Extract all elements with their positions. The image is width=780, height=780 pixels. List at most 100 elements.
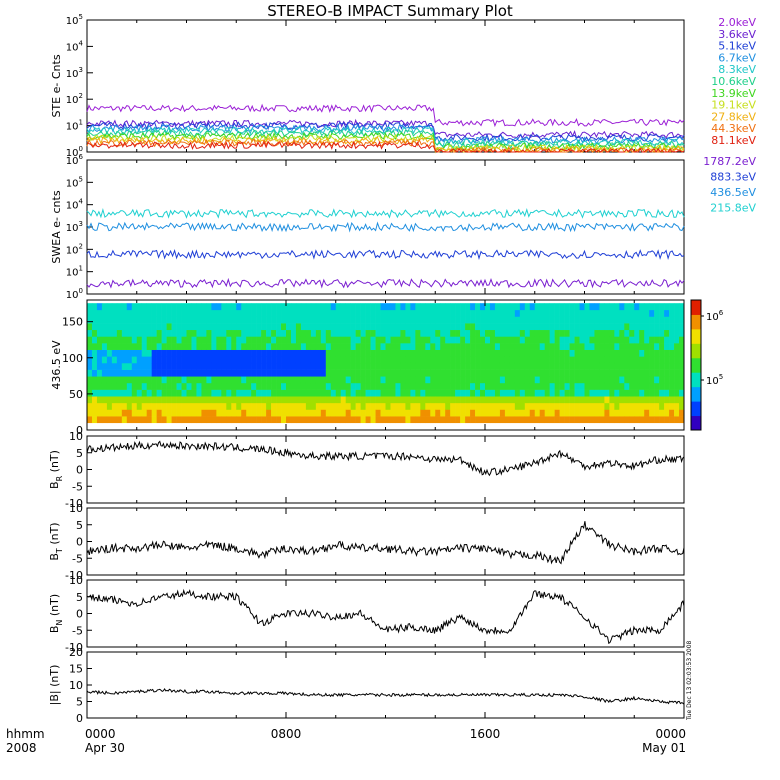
pad-heatmap-cell [400, 409, 406, 417]
pad-heatmap-cell [335, 402, 342, 410]
pad-heatmap-cell [390, 389, 396, 397]
pad-heatmap-cell [261, 402, 267, 410]
pad-heatmap-cell [534, 303, 541, 311]
pad-heatmap-cell [405, 323, 411, 331]
pad-heatmap-cell [87, 416, 93, 424]
pad-heatmap-cell [151, 376, 157, 384]
pad-heatmap-cell [504, 316, 511, 324]
pad-heatmap-cell [236, 402, 242, 410]
pad-heatmap-cell [216, 409, 222, 417]
pad-heatmap-cell [584, 362, 590, 370]
pad-heatmap-cell [266, 303, 272, 311]
pad-heatmap-cell [271, 336, 277, 344]
pad-heatmap-cell [599, 362, 605, 370]
pad-heatmap-cell [181, 416, 187, 424]
pad-heatmap-cell [679, 336, 685, 344]
pad-heatmap-cell [544, 303, 550, 311]
pad-heatmap-cell [320, 409, 327, 417]
pad-heatmap-cell [126, 356, 133, 364]
pad-heatmap-cell [559, 336, 565, 344]
pad-heatmap-cell [629, 316, 635, 324]
pad-heatmap-cell [475, 343, 481, 350]
ste-series-line [86, 129, 685, 150]
pad-heatmap-cell [624, 369, 630, 377]
pad-heatmap-cell [156, 416, 162, 424]
pad-heatmap-cell [385, 356, 391, 364]
pad-heatmap-cell [559, 376, 565, 384]
pad-heatmap-cell [121, 316, 128, 324]
pad-heatmap-cell [649, 376, 655, 384]
pad-heatmap-cell [315, 416, 322, 424]
pad-heatmap-cell [166, 362, 172, 370]
pad-heatmap-cell [435, 329, 441, 337]
pad-heatmap-cell [161, 303, 167, 311]
pad-heatmap-cell [191, 303, 197, 311]
pad-heatmap-cell [574, 303, 580, 311]
pad-heatmap-cell [415, 382, 421, 390]
pad-heatmap-cell [295, 382, 302, 390]
pad-heatmap-cell [196, 329, 202, 337]
pad-heatmap-cell [380, 396, 386, 404]
pad-heatmap-cell [87, 409, 93, 417]
pad-heatmap-cell [365, 382, 371, 390]
pad-heatmap-cell [370, 303, 376, 311]
pad-heatmap-cell [564, 356, 570, 364]
pad-heatmap-cell [385, 376, 391, 384]
pad-heatmap-cell [460, 409, 466, 417]
pad-heatmap-cell [111, 356, 118, 364]
pad-heatmap-cell [554, 356, 560, 364]
pad-heatmap-cell [609, 362, 615, 370]
pad-heatmap-cell [236, 336, 242, 344]
pad-heatmap-cell [221, 416, 227, 424]
bt-ytick-label: -10 [65, 569, 83, 582]
pad-heatmap-cell [564, 402, 570, 410]
pad-heatmap-cell [136, 409, 143, 417]
pad-heatmap-cell [649, 396, 655, 404]
pad-heatmap-cell [415, 309, 421, 317]
pad-heatmap-cell [360, 376, 366, 384]
pad-heatmap-cell [320, 402, 327, 410]
pad-heatmap-cell [440, 329, 446, 337]
pad-heatmap-cell [509, 376, 516, 384]
pad-heatmap-cell [480, 416, 486, 424]
pad-heatmap-cell [315, 323, 322, 331]
pad-heatmap-cell [166, 316, 172, 324]
pad-heatmap-cell [509, 329, 516, 337]
pad-heatmap-cell [400, 343, 406, 350]
pad-heatmap-cell [116, 349, 123, 357]
pad-heatmap-cell [614, 369, 620, 377]
pad-heatmap-cell [201, 309, 207, 317]
pad-heatmap-cell [231, 389, 237, 397]
pad-heatmap-cell [470, 323, 476, 331]
pad-heatmap-cell [410, 336, 416, 344]
pad-heatmap-cell [305, 329, 312, 337]
pad-heatmap-cell [151, 396, 157, 404]
pad-heatmap-cell [116, 369, 123, 377]
pad-heatmap-cell [271, 382, 277, 390]
pad-heatmap-cell [216, 329, 222, 337]
pad-heatmap-cell [440, 402, 446, 410]
pad-heatmap-cell [559, 362, 565, 370]
pad-heatmap-cell [226, 309, 232, 317]
pad-heatmap-cell [629, 356, 635, 364]
bn-ylabel: BN (nT) [48, 594, 64, 633]
ste-legend-label: 10.6keV [711, 75, 756, 88]
pad-heatmap-cell [554, 336, 560, 344]
pad-heatmap-cell [529, 329, 536, 337]
pad-heatmap-cell [221, 389, 227, 397]
pad-heatmap-cell [435, 309, 441, 317]
pad-heatmap-cell [241, 356, 247, 364]
pad-heatmap-cell [181, 343, 187, 350]
pad-heatmap-cell [544, 362, 550, 370]
pad-heatmap-cell [370, 402, 376, 410]
pad-heatmap-cell [320, 396, 327, 404]
pad-heatmap-cell [380, 382, 386, 390]
pad-heatmap-cell [271, 416, 277, 424]
pad-heatmap-cell [176, 382, 182, 390]
pad-heatmap-cell [549, 309, 555, 317]
pad-heatmap-cell [639, 402, 645, 410]
pad-heatmap-cell [489, 356, 496, 364]
pad-heatmap-cell [126, 409, 133, 417]
colorbar-tick-label: 106 [706, 309, 724, 323]
pad-heatmap-cell [395, 362, 401, 370]
